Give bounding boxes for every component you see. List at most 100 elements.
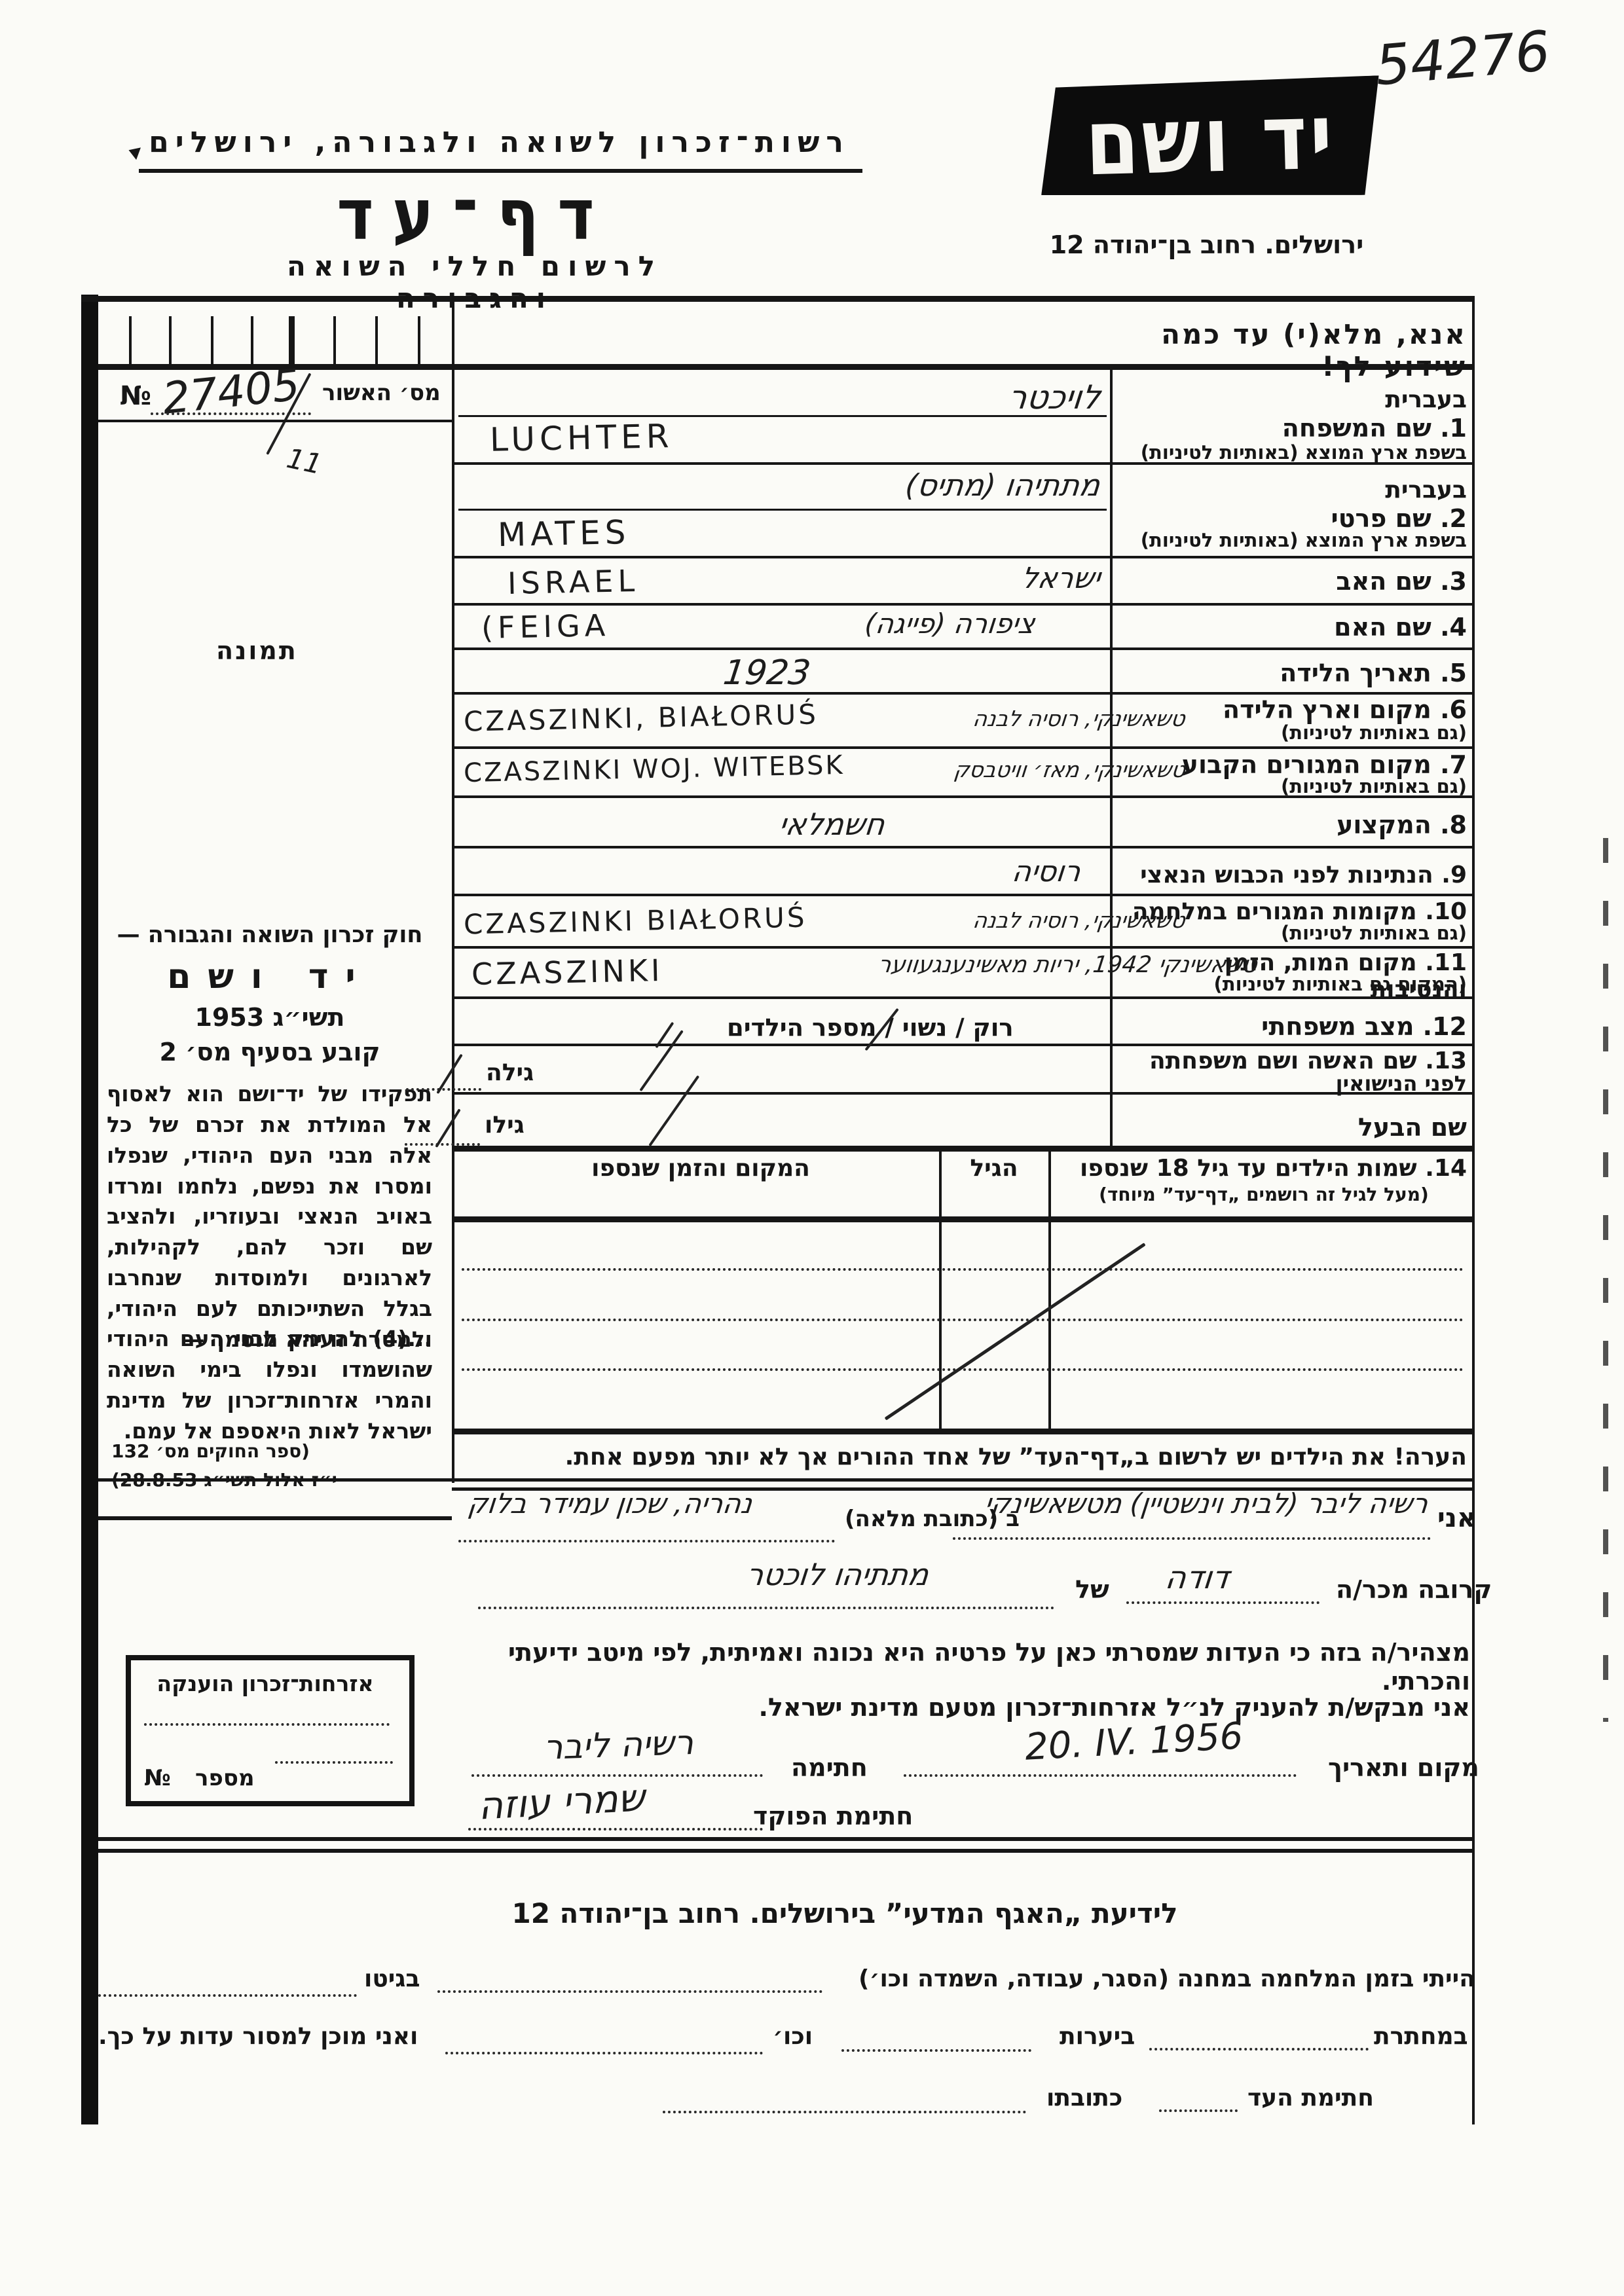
bottom-ghetto-dots (98, 1994, 357, 1997)
table-bottom-border (452, 1429, 1472, 1434)
table-row-dots (462, 1319, 1464, 1321)
field-sub-10: (גם באותיות לטיניות) (1281, 922, 1467, 944)
field-label-husband: שם הבעל (1357, 1113, 1467, 1142)
field-label-11: 11. מקום המות, הזמן והנסיבות (1224, 949, 1467, 1003)
sidebar-rule-1 (98, 420, 452, 422)
law-heading-3: תשי״ג 1953 (194, 1003, 345, 1032)
decl-i-label: אני (1437, 1503, 1477, 1533)
footer-double-rule-b (98, 1849, 1472, 1853)
field-label-6: 6. מקום וארץ הלידה (1223, 695, 1467, 724)
value-birthdate: 1923 (721, 653, 813, 693)
sidebar-separator (452, 296, 454, 1483)
value-mother-he: ציפורה (פייגה) (862, 608, 1037, 640)
field-label-8: 8. המקצוע (1337, 811, 1467, 839)
signature-dots (471, 1774, 763, 1777)
approval-no-symbol: № (120, 381, 152, 411)
decl-relative-hw: דודה (1163, 1559, 1232, 1596)
table-top-border (452, 1146, 1472, 1152)
decl-of-label: של (1075, 1575, 1109, 1604)
citizenship-dots-1 (144, 1723, 390, 1726)
value-death-place-he: טשאשינקי 1942, יריות מאשינענגעווער (877, 952, 1259, 978)
husband-name-mark (648, 1075, 700, 1147)
age-his-label: גילו (485, 1112, 525, 1139)
right-torn-edge (1603, 838, 1608, 1722)
yad-vashem-logo: יד ושם (1039, 75, 1382, 204)
age-his-dots (405, 1143, 480, 1146)
place-date-hw: 20. IV. 1956 (1024, 1715, 1244, 1769)
table-row-dots (462, 1368, 1464, 1371)
bottom-witness-sig-dots (1159, 2109, 1238, 2112)
footer-double-rule-a (98, 1837, 1472, 1841)
bottom-forests-label: ביערות (1060, 2023, 1135, 2050)
field-sub-1: בשפת ארץ המוצא (באותיות לטיניות) (1140, 441, 1467, 464)
field-label-2: 2. שם פרטי (1331, 504, 1467, 533)
form-top-border (81, 296, 1475, 302)
decl-address-hw: נהריה, שכון עמידר בלוק (466, 1487, 754, 1520)
decl-relative-label: קרובה מכר/ה (1336, 1575, 1492, 1604)
law-heading-1: חוק זכרון השואה והגבורה — (117, 922, 423, 948)
bottom-camp-dots (437, 1990, 822, 1993)
law-body-1: תפקידו של יד־ושם הוא לאסוף אל המולדת את … (107, 1081, 432, 1352)
double-rule-b (452, 1487, 1472, 1491)
value-citizenship: רוסיה (1010, 855, 1083, 888)
age-col-header: הגיל (970, 1155, 1018, 1182)
field-label-1: 1. שם המשפחה (1282, 414, 1467, 443)
value-mother-lat: (FEIGA (481, 607, 610, 646)
ruler-tick (129, 316, 132, 365)
row-rule (452, 692, 1472, 695)
approval-suffix: 11 (284, 441, 325, 481)
marital-options: רוק / נשוי / מספר הילדים (727, 1013, 1014, 1042)
row-rule (452, 746, 1472, 749)
double-rule-a (98, 1478, 1472, 1482)
row-rule (452, 1092, 1472, 1095)
age-her-dots (406, 1088, 481, 1091)
decl-relative-dots (1126, 1601, 1320, 1604)
labels-separator (1110, 365, 1113, 1148)
form-right-border (1472, 296, 1475, 2124)
decl-request: אני מבקש/ת להעניק לנ״ל אזרחות־זכרון מטעם… (758, 1693, 1470, 1722)
citizenship-number-label: מספר (195, 1765, 255, 1791)
signature-label: חתימה (791, 1753, 868, 1782)
approval-number-dots (151, 412, 311, 415)
approval-label: מס׳ האשור (322, 380, 441, 406)
form-instruction: אנא, מלא(י) עד כמה שידוע לך! (1161, 318, 1467, 382)
field-sub-7: (גם באותיות לטיניות) (1281, 775, 1467, 797)
clerk-signature-label: חתימת הפוקד (753, 1802, 913, 1831)
row-rule (452, 846, 1472, 848)
value-firstname-he: מתתיהו (מתיס) (903, 467, 1103, 503)
place-date-dots (904, 1774, 1297, 1777)
table-row-dots (462, 1268, 1464, 1271)
ruler-tick (289, 316, 295, 365)
children-note: הערה! את הילדים יש לרשום ב„דף־העד” של אח… (564, 1444, 1467, 1470)
value-father-he: ישראל (1019, 562, 1103, 595)
bottom-willing-label: ואני מוכן למסור עדות על כך. (98, 2023, 418, 2050)
value-death-place-lat: CZASZINKI (471, 952, 664, 993)
page-subtitle: לרשום חללי השואה והגבורה (286, 250, 663, 314)
page-title: דף־עד (337, 173, 613, 256)
law-heading-4: קובע בסעיף מס׳ 2 (159, 1038, 380, 1066)
bottom-ghetto-label: בגיטו (364, 1965, 420, 1992)
value-war-residence-lat: CZASZINKI BIAŁORUŚ (463, 901, 807, 941)
decl-name-hw: רשיה ליבר (לבית וינשטיין) מטשאשינקי (982, 1487, 1430, 1520)
decl-address-dots (458, 1540, 835, 1542)
field-label-9: 9. הנתינות לפני הכבוש הנאצי (1140, 862, 1467, 888)
ruler-tick (251, 316, 253, 365)
bottom-underground-label: במחתרת (1374, 2023, 1468, 2050)
place-date-label: מקום ותאריך (1328, 1753, 1479, 1782)
field-sub-13: לפני הנישואין (1335, 1071, 1467, 1096)
value-war-residence-he: טשאשינקי, רוסיה לבנה (971, 907, 1187, 933)
field-sub-2: בשפת ארץ המוצא (באותיות לטיניות) (1140, 529, 1467, 551)
row-rule (452, 1044, 1472, 1046)
value-residence-he: טשאשינקי, מאז׳ וויטבסק (952, 757, 1187, 782)
row-rule (452, 647, 1472, 650)
row-rule (452, 795, 1472, 798)
bottom-witness-sig-label: חתימת העד (1247, 2085, 1374, 2111)
decl-of-hw: מתתיהו לוכטר (744, 1557, 931, 1592)
value-surname-lat: LUCHTER (489, 417, 674, 459)
table-vline-age-left (939, 1148, 942, 1431)
field-label-7: 7. מקום המגורים הקבוע (1181, 750, 1467, 779)
field-sub-11: (המקום גם באותיות לטיניות) (1213, 973, 1467, 995)
value-birthplace-lat: CZASZINKI, BIAŁORUŚ (463, 698, 819, 738)
value-surname-he: לויכטר (1006, 378, 1103, 416)
